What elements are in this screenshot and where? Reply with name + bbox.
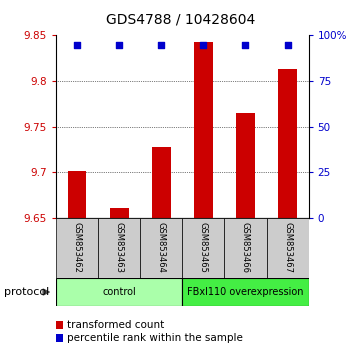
Text: GSM853463: GSM853463 xyxy=(115,222,123,273)
Bar xyxy=(236,113,255,218)
Bar xyxy=(140,218,182,278)
Bar xyxy=(152,147,171,218)
Bar xyxy=(110,208,129,218)
Point xyxy=(116,42,122,47)
Text: transformed count: transformed count xyxy=(67,320,164,330)
Bar xyxy=(266,218,309,278)
Bar xyxy=(98,218,140,278)
Text: control: control xyxy=(102,287,136,297)
Text: GSM853466: GSM853466 xyxy=(241,222,250,273)
Text: GSM853465: GSM853465 xyxy=(199,222,208,273)
Text: protocol: protocol xyxy=(4,287,49,297)
Text: GSM853462: GSM853462 xyxy=(73,222,82,273)
Bar xyxy=(56,278,182,306)
Point xyxy=(285,42,291,47)
Bar xyxy=(194,42,213,218)
Bar xyxy=(182,278,309,306)
Text: GDS4788 / 10428604: GDS4788 / 10428604 xyxy=(106,12,255,27)
Point xyxy=(200,42,206,47)
Bar xyxy=(182,218,225,278)
Text: percentile rank within the sample: percentile rank within the sample xyxy=(67,333,243,343)
Point xyxy=(158,42,164,47)
Text: GSM853464: GSM853464 xyxy=(157,222,166,273)
Text: FBxl110 overexpression: FBxl110 overexpression xyxy=(187,287,304,297)
Text: GSM853467: GSM853467 xyxy=(283,222,292,273)
Point xyxy=(74,42,80,47)
Bar xyxy=(68,171,87,218)
Point xyxy=(243,42,248,47)
Bar xyxy=(278,69,297,218)
Bar xyxy=(56,218,98,278)
Bar xyxy=(225,218,266,278)
